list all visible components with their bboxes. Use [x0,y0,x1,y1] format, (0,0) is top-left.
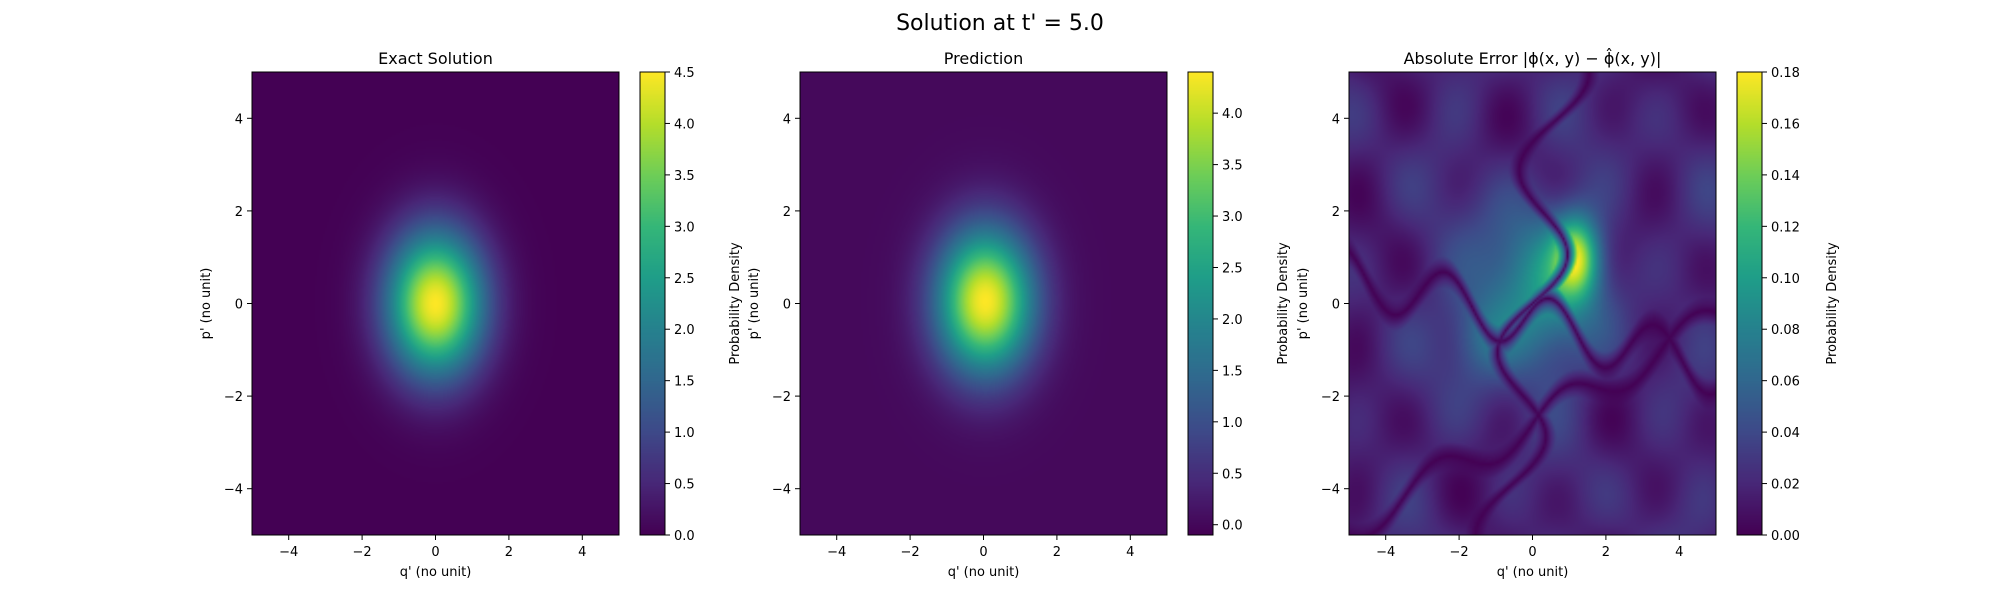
colorbar-tick-label: 0.00 [1771,529,1800,544]
y-tick-label: 4 [783,112,791,127]
colorbar-tick-label: 1.0 [674,426,695,441]
colorbar-tick-label: 2.5 [674,272,695,287]
colorbar [1737,72,1762,535]
x-tick-label: 2 [1053,545,1061,560]
colorbar-tick-label: 0.10 [1771,272,1800,287]
colorbar-tick-label: 0.5 [1222,467,1243,482]
x-tick-label: 4 [578,545,586,560]
colorbar-tick-label: 0.08 [1771,323,1800,338]
x-axis-label: q' (no unit) [400,565,472,580]
colorbar-frame [1187,71,1214,536]
colorbar-tick-label: 0.12 [1771,220,1800,235]
y-tick-label: 0 [235,298,243,313]
x-tick-label: −4 [827,545,846,560]
x-axis-label: q' (no unit) [1497,565,1569,580]
colorbar-frame [1736,71,1763,536]
figure-title: Solution at t' = 5.0 [896,11,1104,36]
y-axis-label: p' (no unit) [747,268,762,340]
y-axis-label: p' (no unit) [199,268,214,340]
panel-1: Exact Solution −4 −2 0 2 4 −4 −2 0 2 4 q' (no unit)… [199,49,743,580]
y-tick-label: 2 [235,205,243,220]
colorbar-tick-label: 2.5 [1222,261,1243,276]
colorbar-tick-label: 3.5 [674,169,695,184]
colorbar-label: Probability Density [1276,242,1291,365]
panel-title: Prediction [944,49,1023,68]
y-axis-label: p' (no unit) [1296,268,1311,340]
colorbar-tick-label: 0.0 [1222,519,1243,534]
colorbar-tick-label: 2.0 [1222,313,1243,328]
colorbar-frame [639,71,666,536]
y-tick-label: −2 [772,390,791,405]
colorbar [640,72,665,535]
x-tick-label: 4 [1126,545,1134,560]
colorbar-tick-label: 3.0 [674,220,695,235]
colorbar-label: Probability Density [728,242,743,365]
colorbar-tick-label: 4.0 [674,117,695,132]
colorbar-tick-label: 0.14 [1771,169,1800,184]
colorbar-tick-label: 3.0 [1222,210,1243,225]
colorbar-tick-label: 0.5 [674,478,695,493]
x-tick-label: −2 [1450,545,1469,560]
panel-title: Absolute Error |ϕ(x, y) − ϕ̂(x, y)| [1404,48,1662,68]
y-tick-label: 4 [235,112,243,127]
x-tick-label: −2 [353,545,372,560]
colorbar-tick-label: 1.5 [1222,364,1243,379]
y-tick-label: −2 [224,390,243,405]
panel-3: Absolute Error |ϕ(x, y) − ϕ̂(x, y)| −4 −2 0… [1296,48,1840,580]
y-tick-label: 0 [1332,298,1340,313]
x-tick-label: 0 [431,545,439,560]
x-tick-label: −4 [1376,545,1395,560]
x-tick-label: 0 [1528,545,1536,560]
y-tick-label: 2 [1332,205,1340,220]
x-tick-label: 0 [979,545,987,560]
heatmap-image [1349,72,1716,535]
colorbar-tick-label: 2.0 [674,323,695,338]
colorbar-tick-label: 0.04 [1771,426,1800,441]
colorbar-label: Probability Density [1825,242,1840,365]
colorbar-tick-label: 0.06 [1771,375,1800,390]
colorbar-tick-label: 4.0 [1222,107,1243,122]
y-tick-label: −2 [1321,390,1340,405]
colorbar-tick-label: 0.16 [1771,117,1800,132]
panel-2: Prediction −4 −2 0 2 4 −4 −2 0 2 4 q' (no unit) p' (… [747,49,1291,580]
y-tick-label: 4 [1332,112,1340,127]
heatmap-image [252,72,619,535]
x-tick-label: 2 [505,545,513,560]
x-tick-label: −2 [901,545,920,560]
colorbar-tick-label: 3.5 [1222,159,1243,174]
y-tick-label: −4 [772,483,791,498]
y-tick-label: −4 [1321,483,1340,498]
y-tick-label: 2 [783,205,791,220]
x-axis-label: q' (no unit) [948,565,1020,580]
colorbar-tick-label: 1.5 [674,375,695,390]
heatmap-image [800,72,1167,535]
y-tick-label: 0 [783,298,791,313]
x-tick-label: 4 [1675,545,1683,560]
colorbar-tick-label: 0.0 [674,529,695,544]
panel-title: Exact Solution [378,49,493,68]
colorbar-tick-label: 1.0 [1222,416,1243,431]
x-tick-label: −4 [279,545,298,560]
x-tick-label: 2 [1602,545,1610,560]
colorbar-tick-label: 0.18 [1771,66,1800,81]
colorbar-tick-label: 0.02 [1771,478,1800,493]
colorbar-tick-label: 4.5 [674,66,695,81]
y-tick-label: −4 [224,483,243,498]
colorbar [1188,72,1213,535]
